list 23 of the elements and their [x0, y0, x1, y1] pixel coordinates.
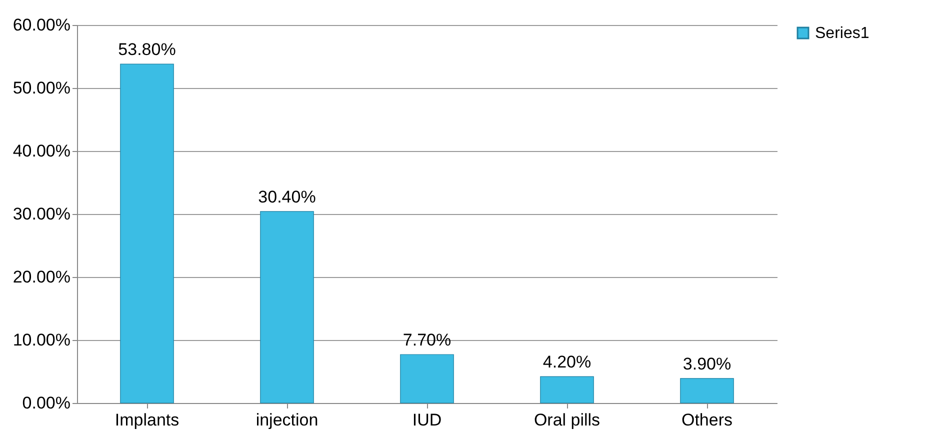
- x-tick-label: IUD: [412, 410, 442, 430]
- bar: [260, 211, 314, 404]
- bar: [120, 64, 174, 404]
- x-tick-label: Implants: [114, 410, 180, 430]
- y-tick-label: 20.00%: [12, 268, 70, 286]
- data-label: 53.80%: [118, 40, 176, 60]
- y-tick-label: 40.00%: [12, 142, 70, 160]
- y-tick-label: 60.00%: [12, 16, 70, 34]
- bar: [400, 354, 454, 404]
- y-tick-label: 0.00%: [22, 394, 70, 412]
- bar: [540, 376, 594, 404]
- data-label: 30.40%: [258, 187, 316, 206]
- data-label: 4.20%: [542, 352, 592, 372]
- bar: [680, 378, 734, 404]
- legend-label: Series1: [815, 25, 870, 42]
- x-tick-label: injection: [256, 410, 318, 430]
- data-label: 7.70%: [402, 330, 452, 350]
- y-tick-label: 50.00%: [12, 78, 70, 98]
- data-label: 3.90%: [682, 354, 732, 374]
- y-tick-label: 10.00%: [12, 330, 70, 350]
- x-tick-label: Others: [681, 410, 733, 430]
- y-tick-label: 30.00%: [12, 204, 70, 224]
- x-tick-label: Oral pills: [534, 410, 600, 430]
